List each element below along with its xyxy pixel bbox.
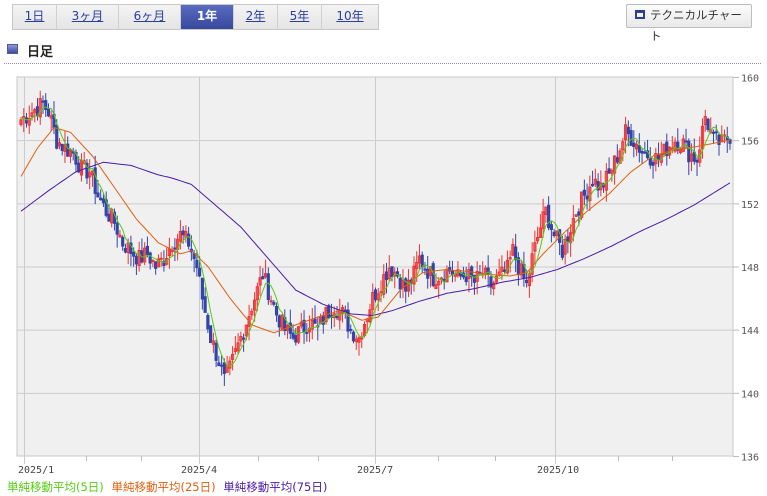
- technical-chart-label: テクニカルチャート: [650, 8, 742, 43]
- tab-3m[interactable]: 3ヶ月: [57, 5, 119, 29]
- tab-5y[interactable]: 5年: [278, 5, 322, 29]
- svg-text:2025/7: 2025/7: [357, 465, 393, 476]
- dotted-divider: [4, 63, 761, 64]
- svg-text:160: 160: [741, 74, 759, 85]
- period-tabs: 1日 3ヶ月 6ヶ月 1年 2年 5年 10年: [12, 4, 379, 30]
- square-bullet-icon: [7, 44, 18, 54]
- svg-text:2025/1: 2025/1: [18, 465, 54, 476]
- svg-text:152: 152: [741, 200, 759, 211]
- technical-chart-button[interactable]: テクニカルチャート: [626, 4, 752, 43]
- legend-sma75: 単純移動平均(75日): [223, 480, 328, 494]
- tab-6m[interactable]: 6ヶ月: [119, 5, 181, 29]
- tab-1d[interactable]: 1日: [13, 5, 57, 29]
- svg-text:148: 148: [741, 263, 759, 274]
- candlestick-chart: 160 156 152 148 144 140 136 2025/1 2025/4 2025/7 2…: [16, 74, 759, 477]
- tab-1y[interactable]: 1年: [181, 5, 234, 29]
- svg-text:140: 140: [741, 389, 759, 400]
- svg-text:156: 156: [741, 137, 759, 148]
- svg-text:2025/4: 2025/4: [181, 465, 217, 476]
- svg-text:144: 144: [741, 326, 759, 337]
- legend-sma25: 単純移動平均(25日): [111, 480, 216, 494]
- axes: 160 156 152 148 144 140 136 2025/1 2025/4 2025/7 2…: [18, 74, 759, 477]
- legend: 単純移動平均(5日) 単純移動平均(25日) 単純移動平均(75日): [7, 479, 331, 495]
- moving-averages: [20, 106, 731, 367]
- legend-sma5: 単純移動平均(5日): [7, 480, 104, 494]
- window-icon: [635, 10, 645, 19]
- candles: [19, 90, 732, 386]
- tab-10y[interactable]: 10年: [322, 5, 378, 29]
- svg-text:136: 136: [741, 453, 759, 464]
- svg-text:2025/10: 2025/10: [537, 465, 579, 476]
- tab-2y[interactable]: 2年: [234, 5, 278, 29]
- section-title: 日足: [27, 45, 54, 60]
